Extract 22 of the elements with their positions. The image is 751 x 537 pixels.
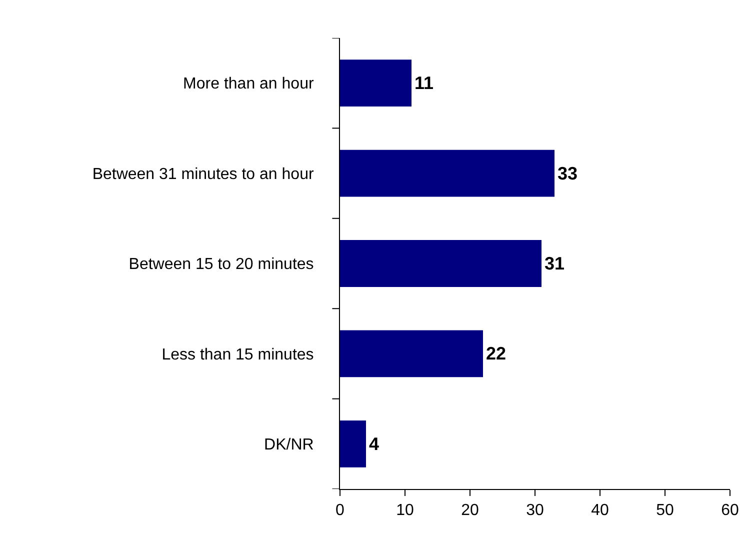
data-label: 4 (369, 434, 380, 454)
bar (340, 420, 366, 468)
y-tick-label: Between 31 minutes to an hour (92, 166, 314, 183)
x-tick-label: 50 (656, 502, 674, 520)
x-tick-label: 40 (591, 502, 609, 520)
data-label: 22 (486, 344, 506, 364)
x-tick-label: 60 (721, 502, 739, 520)
data-label: 33 (558, 163, 578, 184)
data-label: 31 (544, 254, 565, 274)
x-tick-label: 20 (461, 502, 479, 520)
y-tick-label: DK/NR (264, 436, 314, 454)
data-label: 11 (414, 73, 434, 94)
bar (340, 150, 554, 197)
bar (340, 330, 483, 378)
y-tick-label: More than an hour (183, 76, 314, 93)
bar (340, 240, 542, 287)
x-tick-label: 0 (336, 502, 345, 520)
bar (340, 60, 412, 107)
y-tick-label: Between 15 to 20 minutes (128, 256, 314, 274)
x-tick-label: 10 (396, 502, 414, 520)
x-tick-label: 30 (526, 502, 544, 520)
y-tick-label: Less than 15 minutes (162, 346, 314, 364)
